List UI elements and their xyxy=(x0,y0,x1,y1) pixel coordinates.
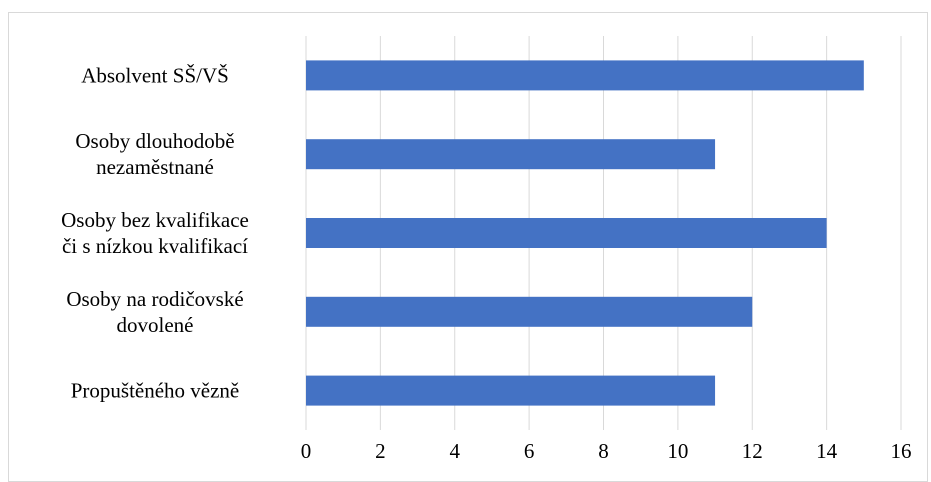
category-label-line: Osoby dlouhodobě xyxy=(75,129,234,153)
bar xyxy=(306,139,716,170)
category-label-line: nezaměstnané xyxy=(96,155,214,179)
x-tick-label: 10 xyxy=(667,439,688,463)
category-label: Osoby na rodičovské dovolené xyxy=(66,287,243,337)
x-tick-label: 4 xyxy=(450,439,461,463)
x-tick-label: 2 xyxy=(375,439,386,463)
category-label-line: Absolvent SŠ/VŠ xyxy=(81,63,229,87)
x-tick-label: 16 xyxy=(891,439,912,463)
category-labels: Absolvent SŠ/VŠ Osoby dlouhodobě nezaměstn… xyxy=(61,63,249,402)
bar xyxy=(306,60,864,91)
category-label: Absolvent SŠ/VŠ xyxy=(81,63,229,87)
category-label-line: Osoby bez kvalifikace xyxy=(61,208,249,232)
category-label-line: dovolené xyxy=(117,313,194,337)
x-tick-label: 6 xyxy=(524,439,535,463)
category-label-line: či s nízkou kvalifikací xyxy=(62,234,248,258)
bar-chart: Absolvent SŠ/VŠ Osoby dlouhodobě nezaměstn… xyxy=(61,36,912,463)
x-tick-labels: 0 2 4 6 8 10 12 14 16 xyxy=(301,439,912,463)
category-label: Osoby bez kvalifikace či s nízkou kvalifi… xyxy=(61,208,249,258)
x-tick-label: 14 xyxy=(816,439,838,463)
category-label: Propuštěného vězně xyxy=(71,379,240,403)
x-tick-label: 12 xyxy=(742,439,763,463)
category-label-line: Osoby na rodičovské xyxy=(66,287,243,311)
category-label-line: Propuštěného vězně xyxy=(71,379,240,403)
x-tick-label: 8 xyxy=(598,439,609,463)
x-tick-label: 0 xyxy=(301,439,312,463)
category-label: Osoby dlouhodobě nezaměstnané xyxy=(75,129,234,179)
bar xyxy=(306,218,827,248)
bars xyxy=(306,60,864,406)
bar xyxy=(306,296,753,327)
bar xyxy=(306,375,716,406)
